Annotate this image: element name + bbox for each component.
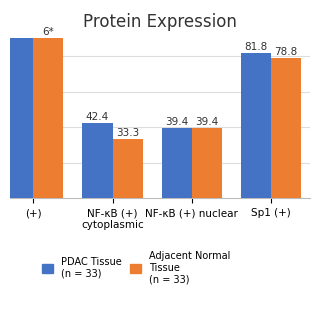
Text: 39.4: 39.4 <box>165 117 188 127</box>
Bar <box>33 38 63 198</box>
Title: Protein Expression: Protein Expression <box>83 13 237 31</box>
Bar <box>162 128 192 198</box>
Bar <box>241 53 271 198</box>
Text: 33.3: 33.3 <box>116 128 139 138</box>
Text: 81.8: 81.8 <box>244 42 268 52</box>
Text: 39.4: 39.4 <box>195 117 218 127</box>
Bar <box>113 139 143 198</box>
Text: 42.4: 42.4 <box>86 112 109 122</box>
Text: 6*: 6* <box>43 27 54 37</box>
Legend: PDAC Tissue
(n = 33), Adjacent Normal
Tissue
(n = 33): PDAC Tissue (n = 33), Adjacent Normal Ti… <box>42 251 230 284</box>
Bar <box>83 123 113 198</box>
Text: 78.8: 78.8 <box>274 47 298 57</box>
Bar <box>192 128 222 198</box>
Bar <box>3 38 33 198</box>
Bar <box>271 58 301 198</box>
